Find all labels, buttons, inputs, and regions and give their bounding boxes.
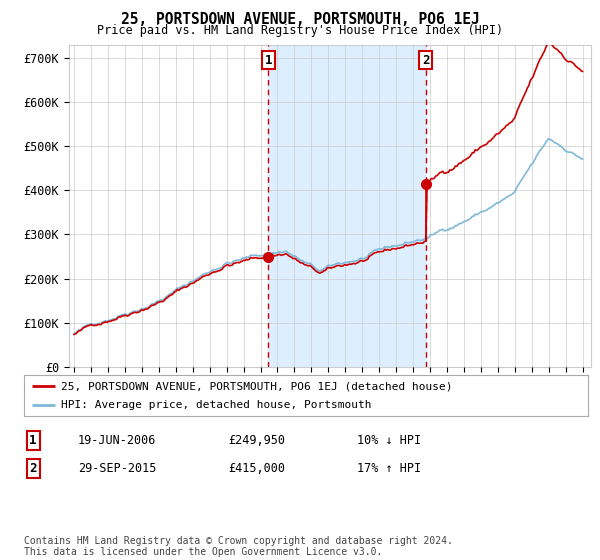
Text: £249,950: £249,950	[228, 434, 285, 447]
Text: 17% ↑ HPI: 17% ↑ HPI	[357, 462, 421, 475]
Text: 10% ↓ HPI: 10% ↓ HPI	[357, 434, 421, 447]
Text: 25, PORTSDOWN AVENUE, PORTSMOUTH, PO6 1EJ: 25, PORTSDOWN AVENUE, PORTSMOUTH, PO6 1E…	[121, 12, 479, 27]
Text: 29-SEP-2015: 29-SEP-2015	[78, 462, 157, 475]
Text: 2: 2	[422, 54, 430, 67]
Text: 2: 2	[29, 462, 37, 475]
Text: 1: 1	[29, 434, 37, 447]
Bar	[268, 45, 426, 367]
Text: Contains HM Land Registry data © Crown copyright and database right 2024.
This d: Contains HM Land Registry data © Crown c…	[24, 535, 453, 557]
Text: £415,000: £415,000	[228, 462, 285, 475]
Text: Price paid vs. HM Land Registry's House Price Index (HPI): Price paid vs. HM Land Registry's House …	[97, 24, 503, 36]
Text: 1: 1	[265, 54, 272, 67]
Text: HPI: Average price, detached house, Portsmouth: HPI: Average price, detached house, Port…	[61, 400, 371, 410]
Text: 19-JUN-2006: 19-JUN-2006	[78, 434, 157, 447]
Text: 25, PORTSDOWN AVENUE, PORTSMOUTH, PO6 1EJ (detached house): 25, PORTSDOWN AVENUE, PORTSMOUTH, PO6 1E…	[61, 381, 452, 391]
